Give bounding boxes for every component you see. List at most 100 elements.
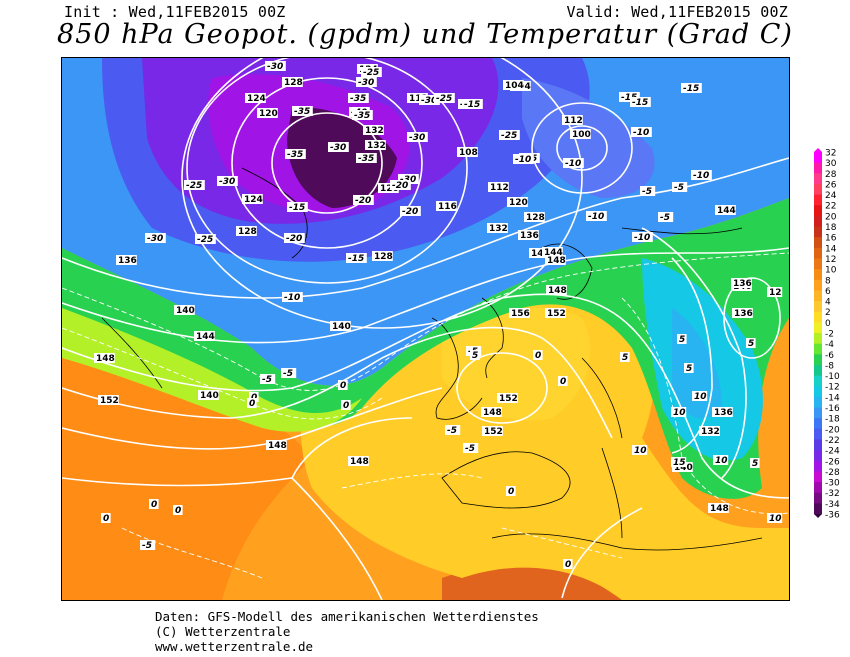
temperature-label: -35 (285, 149, 306, 160)
svg-text:132: 132 (489, 224, 508, 234)
geopotential-label: 148 (266, 440, 287, 451)
svg-text:-5: -5 (142, 541, 152, 551)
svg-text:-30: -30 (219, 177, 235, 187)
legend-swatch (814, 215, 822, 228)
temperature-label: -5 (140, 540, 156, 551)
svg-text:-30: -30 (358, 78, 374, 88)
legend-swatch (814, 364, 822, 377)
legend-swatch (814, 183, 822, 196)
temperature-label: 0 (247, 398, 257, 409)
geopotential-label: 128 (524, 212, 545, 223)
temperature-label: -15 (462, 99, 483, 110)
legend-value: 4 (825, 298, 831, 308)
legend-value: -24 (825, 447, 840, 457)
temperature-label: -15 (287, 202, 308, 213)
geopotential-label: 136 (116, 255, 137, 266)
temperature-label: 0 (338, 380, 348, 391)
temperature-label: -15 (346, 253, 367, 264)
svg-text:10: 10 (769, 514, 782, 524)
legend-value: 16 (825, 234, 837, 244)
temperature-label: 5 (750, 458, 760, 469)
temperature-label: 10 (671, 407, 687, 418)
svg-text:132: 132 (365, 126, 384, 136)
svg-text:5: 5 (752, 459, 758, 469)
svg-text:-25: -25 (197, 235, 213, 245)
svg-text:144: 144 (544, 248, 563, 258)
temperature-label: -25 (361, 67, 382, 78)
legend-value: -6 (825, 351, 834, 361)
svg-text:10: 10 (715, 456, 728, 466)
geopotential-label: 152 (482, 426, 503, 437)
temperature-label: 5 (677, 334, 687, 345)
temperature-label: -30 (356, 77, 377, 88)
legend-swatch (814, 354, 822, 366)
svg-text:0: 0 (560, 377, 566, 387)
svg-text:132: 132 (367, 141, 386, 151)
legend-value: 24 (825, 191, 837, 201)
svg-text:132: 132 (701, 427, 720, 437)
temperature-label: -20 (400, 206, 421, 217)
svg-text:128: 128 (374, 252, 393, 262)
legend-value: -8 (825, 361, 834, 371)
svg-text:0: 0 (151, 500, 157, 510)
svg-text:0: 0 (343, 401, 349, 411)
svg-text:-10: -10 (588, 212, 604, 222)
svg-text:5: 5 (472, 351, 478, 361)
legend-swatch (814, 258, 822, 270)
weather-map: 1281241241201321321201241281121041081161… (61, 57, 790, 601)
svg-text:10: 10 (634, 446, 647, 456)
temperature-label: -20 (284, 233, 305, 244)
legend-value: -26 (825, 457, 840, 467)
light-green-band (62, 308, 362, 432)
legend-value: 18 (825, 223, 837, 233)
geopotential-label: 152 (98, 395, 119, 406)
legend-swatch (814, 290, 822, 302)
legend-swatch (814, 279, 822, 291)
geopotential-label: 136 (731, 278, 752, 289)
temperature-label: -25 (195, 234, 216, 245)
legend-swatch (814, 492, 822, 504)
svg-text:152: 152 (547, 309, 566, 319)
geopotential-label: 148 (481, 407, 502, 418)
svg-text:-15: -15 (683, 84, 699, 94)
svg-text:-30: -30 (409, 133, 425, 143)
svg-text:-30: -30 (421, 96, 437, 106)
temperature-label: -10 (631, 127, 652, 138)
svg-text:-5: -5 (642, 187, 652, 197)
data-source: Daten: GFS-Modell des amerikanischen Wet… (155, 609, 539, 624)
svg-text:136: 136 (734, 309, 753, 319)
geopotential-label: 132 (699, 426, 720, 437)
legend-value: 8 (825, 276, 831, 286)
temperature-label: 0 (341, 400, 351, 411)
svg-text:10: 10 (673, 408, 686, 418)
chart-title: 850 hPa Geopot. (gpdm) und Temperatur (G… (57, 19, 793, 50)
temperature-label: 0 (558, 376, 568, 387)
temperature-label: -25 (434, 93, 455, 104)
svg-text:-10: -10 (565, 159, 581, 169)
svg-text:148: 148 (547, 256, 566, 266)
svg-text:112: 112 (409, 94, 428, 104)
svg-text:5: 5 (622, 353, 628, 363)
svg-text:-35: -35 (294, 107, 310, 117)
green-band (62, 198, 789, 499)
geopotential-label: 148 (348, 456, 369, 467)
svg-text:124: 124 (247, 94, 266, 104)
svg-text:-35: -35 (287, 150, 303, 160)
temperature-label: -5 (463, 443, 479, 454)
geopotential-label: 112 (562, 115, 583, 126)
legend-value: -20 (825, 425, 840, 435)
legend-value: -28 (825, 468, 840, 478)
temperature-label: -20 (390, 180, 411, 191)
svg-text:128: 128 (238, 227, 257, 237)
geopotential-label: 128 (372, 251, 393, 262)
geopotential-label: 132 (487, 223, 508, 234)
svg-text:108: 108 (459, 148, 478, 158)
geopotential-label: 132 (365, 140, 386, 151)
legend-value: -36 (825, 511, 840, 519)
temperature-label: -5 (658, 212, 674, 223)
geopotential-label: 136 (518, 230, 539, 241)
geopotential-label: 124 (242, 194, 263, 205)
svg-text:112: 112 (490, 183, 509, 193)
legend-value: -22 (825, 436, 840, 446)
valid-time: Valid: Wed,11FEB2015 00Z (566, 3, 788, 21)
